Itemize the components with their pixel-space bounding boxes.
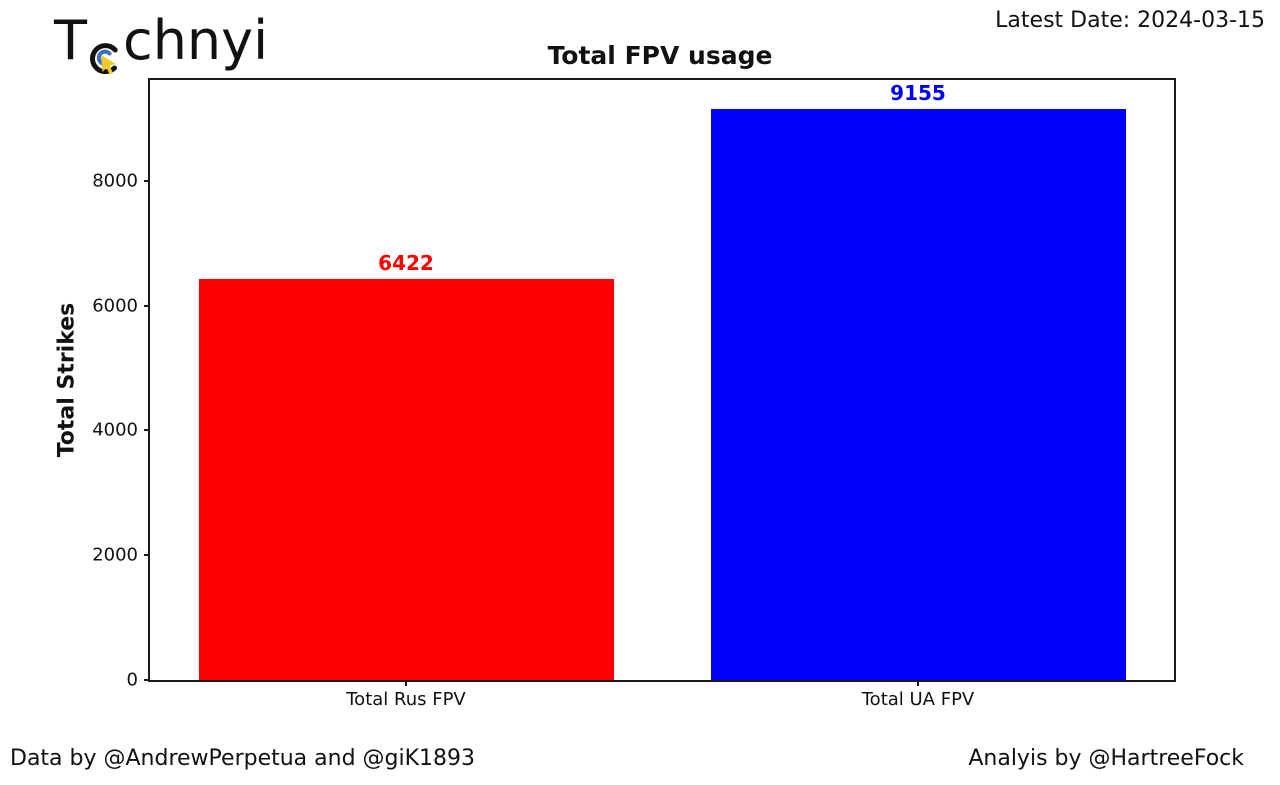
click-cursor-icon [88,31,122,75]
bar-total-rus-fpv [199,279,614,680]
plot-area: 0 2000 4000 6000 8000 6422 Total Rus FPV 9155 To… [92,78,1176,710]
y-tick-label: 4000 [92,419,138,441]
y-tick-label: 0 [126,669,138,691]
x-tick-mark [405,680,407,686]
y-tick-label: 2000 [92,544,138,566]
bar-value-label: 9155 [890,81,946,105]
y-axis-label: Total Strikes [54,302,80,458]
y-tick-mark [144,554,150,557]
y-tick-mark [144,179,150,182]
y-tick-mark [144,679,150,681]
data-credit: Data by @AndrewPerpetua and @giK1893 [10,746,476,771]
y-tick-label: 8000 [92,170,138,192]
x-tick-label: Total UA FPV [861,689,975,710]
logo-text-suffix: chnyi [123,9,269,72]
y-tick-mark [144,429,150,432]
chart-title: Total FPV usage [547,41,773,70]
x-tick-label: Total Rus FPV [346,689,466,710]
analysis-credit: Analyis by @HartreeFock [968,746,1244,771]
latest-date-label: Latest Date: 2024-03-15 [995,8,1265,33]
logo: T chnyi [54,9,269,75]
y-tick-label: 6000 [92,295,138,317]
bar-value-label: 6422 [378,251,434,275]
logo-text-prefix: T [54,9,87,72]
bar-total-ua-fpv [711,109,1126,680]
y-tick-mark [144,304,150,307]
x-tick-mark [917,680,919,686]
